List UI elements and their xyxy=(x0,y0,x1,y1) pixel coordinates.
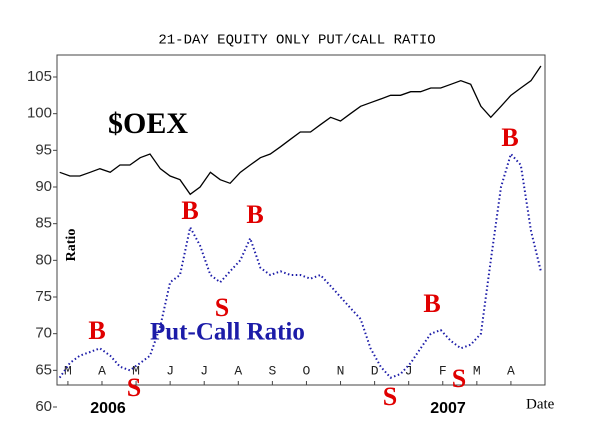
annotation: B xyxy=(423,289,440,318)
year-label: 2007 xyxy=(430,400,466,417)
x-axis-label: Date xyxy=(526,396,555,412)
x-tick-label: D xyxy=(371,363,379,378)
series-label: $OEX xyxy=(108,107,188,140)
plot-frame xyxy=(56,54,546,386)
y-axis-label: Ratio xyxy=(64,229,79,262)
y-tick-label: 85 xyxy=(35,215,52,232)
x-tick-label: J xyxy=(200,363,208,378)
x-tick-label: N xyxy=(337,363,345,378)
annotation: S xyxy=(383,382,397,411)
x-tick-label: S xyxy=(268,363,276,378)
x-tick-label: O xyxy=(303,363,311,378)
year-label: 2006 xyxy=(90,400,126,417)
x-tick-label: A xyxy=(98,363,106,378)
annotation: S xyxy=(215,293,229,322)
y-tick-label: 70 xyxy=(35,325,52,342)
y-tick-label: 90 xyxy=(35,178,52,195)
annotation: S xyxy=(127,373,141,402)
y-tick-label: 60 xyxy=(35,398,52,415)
x-tick-label: J xyxy=(405,363,413,378)
x-tick-label: J xyxy=(166,363,174,378)
series-line xyxy=(58,152,542,379)
y-tick-label: 95 xyxy=(35,141,52,158)
x-tick-label: M xyxy=(473,363,481,378)
y-tick-label: 100 xyxy=(27,105,52,122)
y-tick-label: 65 xyxy=(35,361,52,378)
annotation: B xyxy=(501,123,518,152)
x-tick-label: M xyxy=(64,363,72,378)
series-label: Put-Call Ratio xyxy=(150,319,305,346)
annotation: S xyxy=(452,364,466,393)
x-tick-label: A xyxy=(507,363,515,378)
annotation: B xyxy=(88,316,105,345)
x-tick-label: A xyxy=(234,363,242,378)
y-tick-label: 75 xyxy=(35,288,52,305)
y-tick-label: 105 xyxy=(27,68,52,85)
series-line xyxy=(59,65,542,196)
annotation: B xyxy=(181,196,198,225)
annotation: B xyxy=(246,200,263,229)
chart-title: 21-DAY EQUITY ONLY PUT/CALL RATIO xyxy=(158,33,435,49)
y-tick-label: 80 xyxy=(35,251,52,268)
x-tick-label: M xyxy=(132,363,140,378)
x-tick-label: F xyxy=(439,363,447,378)
